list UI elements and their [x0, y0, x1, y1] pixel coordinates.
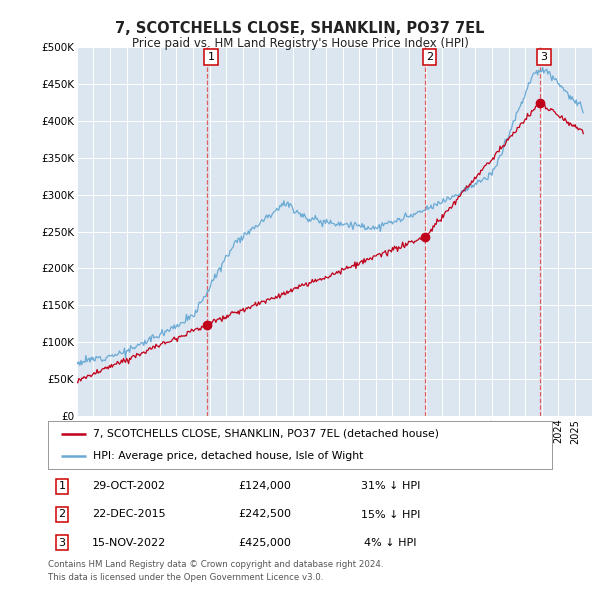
Text: This data is licensed under the Open Government Licence v3.0.: This data is licensed under the Open Gov… [48, 573, 323, 582]
Text: 22-DEC-2015: 22-DEC-2015 [92, 510, 166, 519]
Text: HPI: Average price, detached house, Isle of Wight: HPI: Average price, detached house, Isle… [94, 451, 364, 461]
Text: 31% ↓ HPI: 31% ↓ HPI [361, 481, 421, 491]
Text: 7, SCOTCHELLS CLOSE, SHANKLIN, PO37 7EL: 7, SCOTCHELLS CLOSE, SHANKLIN, PO37 7EL [115, 21, 485, 35]
Text: 1: 1 [208, 52, 214, 62]
Text: Price paid vs. HM Land Registry's House Price Index (HPI): Price paid vs. HM Land Registry's House … [131, 37, 469, 50]
Text: 1: 1 [59, 481, 65, 491]
Text: 29-OCT-2002: 29-OCT-2002 [92, 481, 165, 491]
Text: £124,000: £124,000 [238, 481, 291, 491]
Text: 3: 3 [541, 52, 547, 62]
Text: 15-NOV-2022: 15-NOV-2022 [92, 538, 166, 548]
Text: Contains HM Land Registry data © Crown copyright and database right 2024.: Contains HM Land Registry data © Crown c… [48, 560, 383, 569]
Text: £425,000: £425,000 [238, 538, 291, 548]
Text: 4% ↓ HPI: 4% ↓ HPI [364, 538, 417, 548]
Text: 2: 2 [425, 52, 433, 62]
Text: 7, SCOTCHELLS CLOSE, SHANKLIN, PO37 7EL (detached house): 7, SCOTCHELLS CLOSE, SHANKLIN, PO37 7EL … [94, 429, 439, 439]
Text: 15% ↓ HPI: 15% ↓ HPI [361, 510, 421, 519]
Text: 3: 3 [59, 538, 65, 548]
Text: £242,500: £242,500 [238, 510, 291, 519]
Text: 2: 2 [59, 510, 65, 519]
